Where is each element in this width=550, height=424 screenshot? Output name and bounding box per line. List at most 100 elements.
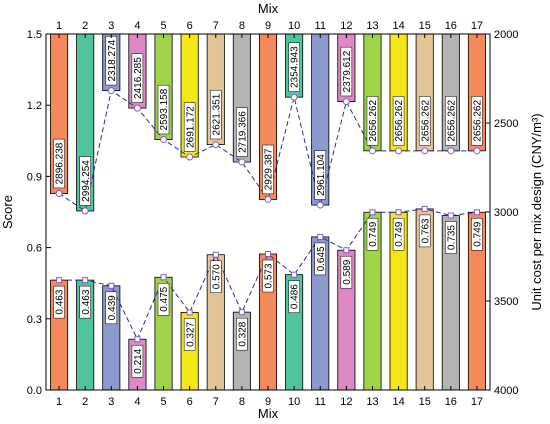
cost-value-label-17-box — [471, 96, 483, 146]
right-y-axis-title: Unit cost per mix design (CNY/m³) — [529, 113, 544, 310]
score-value-label-10-box — [288, 280, 300, 313]
score-value-label-1-group: 0.463 — [53, 285, 66, 319]
score-value-label-11-group: 0.645 — [314, 242, 327, 276]
cost-value-label-12-group: 2379.612 — [340, 46, 353, 97]
score-value-label-5-box — [157, 283, 170, 316]
score-value-label-10-group: 0.486 — [288, 280, 301, 313]
y2-tick-label-1: 2500 — [494, 118, 518, 130]
y2-tick-label-0: 2000 — [494, 29, 518, 41]
score-value-label-14: 0.749 — [394, 221, 405, 246]
y2-tick-label-3: 3500 — [494, 296, 518, 308]
x-tick-label-17: 17 — [471, 396, 483, 408]
score-value-label-5-group: 0.475 — [157, 283, 170, 316]
score-value-label-2-box — [79, 285, 91, 319]
score-value-label-6-group: 0.327 — [183, 318, 196, 351]
x-tick-label-2: 2 — [82, 396, 88, 408]
axes-group: 0.00.30.60.91.21.5 2000250030003500400011… — [27, 20, 519, 408]
score-value-label-1: 0.463 — [55, 289, 66, 314]
x2-tick-label-2: 2 — [82, 20, 88, 32]
score-marker-11 — [317, 233, 324, 240]
cost-marker-4 — [133, 104, 141, 112]
score-value-label-16: 0.735 — [446, 225, 457, 250]
score-value-label-2: 0.463 — [81, 289, 92, 314]
cost-value-label-17: 2656.262 — [473, 100, 484, 142]
cost-value-label-8: 2719.366 — [237, 111, 248, 153]
score-marker-14 — [395, 209, 402, 216]
x-tick-label-6: 6 — [187, 396, 193, 408]
cost-value-label-7: 2621.351 — [211, 93, 222, 135]
score-value-label-11: 0.645 — [316, 246, 327, 271]
x2-tick-label-13: 13 — [366, 20, 378, 32]
score-value-label-7-box — [210, 260, 222, 293]
score-marker-4 — [134, 336, 141, 343]
cost-value-label-14-box — [392, 96, 405, 146]
y-tick-label-1: 0.3 — [27, 314, 42, 326]
score-value-label-14-box — [392, 217, 405, 251]
x-tick-label-11: 11 — [315, 396, 326, 408]
cost-value-label-17-group: 2656.262 — [471, 96, 484, 146]
cost-value-label-15-group: 2656.262 — [418, 96, 431, 146]
x-tick-label-10: 10 — [288, 396, 300, 408]
cost-marker-17 — [473, 147, 481, 155]
cost-value-label-7-box — [210, 89, 222, 140]
x2-tick-label-9: 9 — [265, 20, 271, 32]
cost-value-label-5: 2593.158 — [159, 88, 170, 130]
score-value-label-10: 0.486 — [290, 284, 301, 309]
score-value-label-6: 0.327 — [185, 321, 196, 346]
score-value-label-8: 0.328 — [237, 321, 248, 346]
x2-tick-label-6: 6 — [187, 20, 193, 32]
score-value-label-8-group: 0.328 — [236, 317, 248, 351]
score-value-label-14-group: 0.749 — [392, 217, 405, 251]
cost-value-label-3-group: 2318.274 — [105, 36, 118, 86]
y-tick-label-0: 0.0 — [27, 385, 42, 397]
x-tick-label-7: 7 — [213, 396, 219, 408]
score-value-label-7-group: 0.570 — [210, 260, 222, 293]
score-value-label-13: 0.749 — [368, 221, 379, 246]
cost-value-label-16-box — [445, 96, 457, 146]
cost-value-label-7-group: 2621.351 — [210, 89, 222, 140]
score-value-label-15-box — [418, 214, 431, 248]
cost-value-label-5-group: 2593.158 — [157, 84, 170, 135]
score-marker-3 — [108, 282, 115, 289]
x-tick-label-3: 3 — [108, 396, 114, 408]
y-axis-title: Score — [0, 195, 15, 229]
cost-value-label-11: 2961.104 — [316, 154, 327, 196]
x-tick-label-1: 1 — [56, 396, 62, 408]
cost-value-label-6: 2691.172 — [185, 106, 196, 148]
cost-marker-9 — [264, 195, 272, 203]
score-value-label-17-box — [471, 217, 483, 251]
y2-tick-label-2: 3000 — [494, 207, 518, 219]
score-value-label-3: 0.439 — [107, 295, 118, 320]
cost-value-label-4-box — [131, 53, 144, 103]
score-value-label-2-group: 0.463 — [79, 285, 92, 319]
score-value-label-9: 0.573 — [264, 263, 275, 288]
score-value-label-17: 0.749 — [473, 221, 484, 246]
cost-marker-12 — [342, 98, 350, 106]
cost-value-label-3: 2318.274 — [107, 39, 118, 81]
score-value-label-12-box — [340, 255, 353, 289]
top-x-axis-title: Mix — [258, 1, 279, 16]
x-axis-title: Mix — [258, 406, 279, 421]
score-marker-6 — [186, 309, 193, 316]
cost-marker-10 — [290, 93, 298, 101]
cost-value-label-1-box — [53, 138, 65, 189]
score-value-label-15: 0.763 — [420, 218, 431, 243]
x-tick-label-15: 15 — [419, 396, 431, 408]
x-tick-label-9: 9 — [265, 396, 271, 408]
score-value-label-4-group: 0.214 — [131, 344, 144, 378]
score-value-label-9-group: 0.573 — [262, 259, 275, 293]
x-tick-label-8: 8 — [239, 396, 245, 408]
cost-value-label-8-group: 2719.366 — [236, 107, 248, 157]
cost-marker-7 — [212, 141, 220, 149]
score-value-label-3-group: 0.439 — [105, 291, 118, 325]
score-marker-5 — [160, 274, 167, 281]
cost-marker-6 — [186, 153, 194, 161]
score-value-label-4-box — [131, 344, 144, 378]
cost-value-label-16: 2656.262 — [446, 100, 457, 142]
cost-value-label-10: 2354.943 — [290, 46, 301, 88]
cost-value-label-2-group: 2994.254 — [79, 156, 92, 206]
x2-tick-label-4: 4 — [134, 20, 140, 32]
score-value-label-11-box — [314, 242, 326, 276]
score-marker-15 — [421, 205, 428, 212]
cost-marker-3 — [107, 87, 115, 95]
